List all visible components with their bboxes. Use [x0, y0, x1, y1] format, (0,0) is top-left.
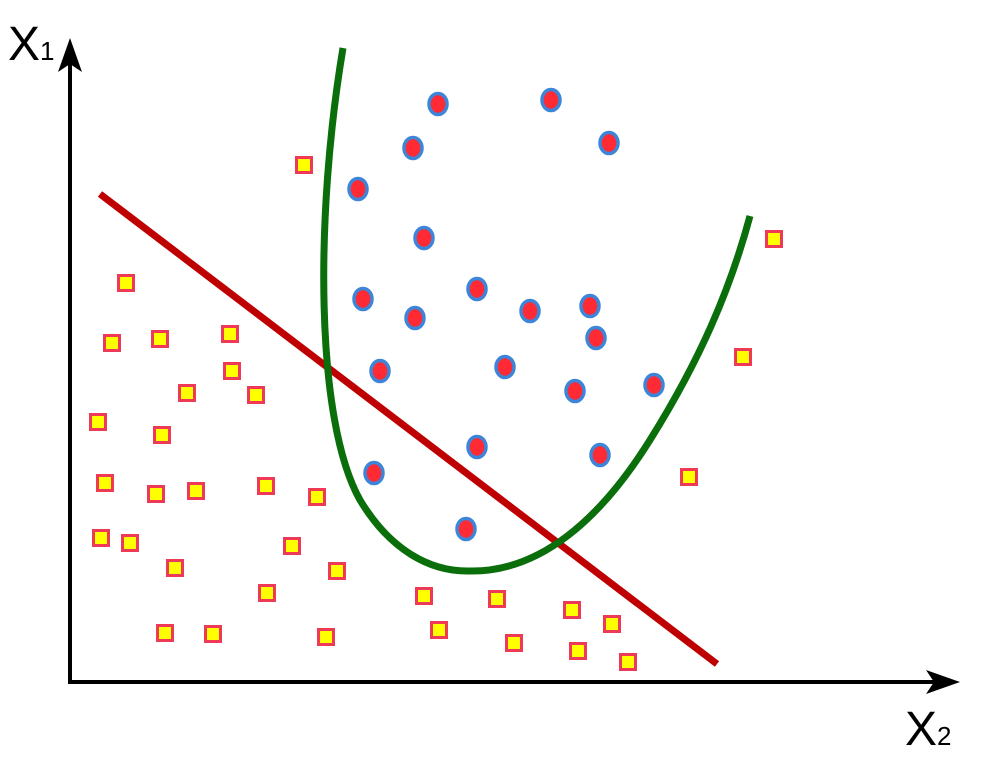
- square-marker-icon: [92, 529, 110, 547]
- square-marker-icon: [765, 230, 783, 248]
- circle-marker-icon: [352, 286, 374, 312]
- circle-marker-icon: [427, 91, 449, 117]
- y-axis-label: X1: [8, 18, 54, 71]
- square-marker-icon: [734, 348, 752, 366]
- circle-marker-icon: [579, 293, 601, 319]
- circle-marker-icon: [598, 130, 620, 156]
- axes: [58, 38, 960, 694]
- square-marker-icon: [258, 584, 276, 602]
- circle-marker-icon: [455, 516, 477, 542]
- square-marker-icon: [563, 601, 581, 619]
- circle-marker-icon: [540, 87, 562, 113]
- square-marker-icon: [103, 334, 121, 352]
- circle-marker-icon: [466, 276, 488, 302]
- square-marker-icon: [488, 590, 506, 608]
- square-marker-icon: [257, 477, 275, 495]
- circle-marker-icon: [589, 442, 611, 468]
- square-marker-icon: [178, 384, 196, 402]
- nonlinear-decision-boundary: [320, 47, 754, 575]
- square-marker-icon: [151, 330, 169, 348]
- circle-marker-icon: [564, 378, 586, 404]
- x-axis-label: X2: [905, 703, 951, 756]
- square-marker-icon: [187, 482, 205, 500]
- circle-marker-icon: [363, 460, 385, 486]
- square-marker-icon: [89, 413, 107, 431]
- square-marker-icon: [415, 587, 433, 605]
- circle-marker-icon: [402, 135, 424, 161]
- square-marker-icon: [147, 485, 165, 503]
- square-marker-icon: [153, 426, 171, 444]
- circle-marker-icon: [519, 298, 541, 324]
- square-marker-icon: [505, 634, 523, 652]
- square-marker-icon: [221, 325, 239, 343]
- square-marker-icon: [569, 642, 587, 660]
- square-marker-icon: [619, 653, 637, 671]
- circle-marker-icon: [347, 176, 369, 202]
- square-marker-icon: [156, 624, 174, 642]
- circle-marker-icon: [466, 434, 488, 460]
- circle-marker-icon: [643, 372, 665, 398]
- square-marker-icon: [117, 274, 135, 292]
- square-class-points: [89, 156, 783, 671]
- circle-marker-icon: [404, 305, 426, 331]
- square-marker-icon: [223, 362, 241, 380]
- linear-decision-boundary: [97, 191, 720, 667]
- circle-class-points: [347, 87, 665, 542]
- square-marker-icon: [247, 386, 265, 404]
- circle-marker-icon: [494, 354, 516, 380]
- square-marker-icon: [166, 559, 184, 577]
- y-axis-arrowhead: [58, 38, 82, 72]
- square-marker-icon: [96, 474, 114, 492]
- square-marker-icon: [680, 468, 698, 486]
- square-marker-icon: [204, 625, 222, 643]
- circle-marker-icon: [413, 225, 435, 251]
- x-axis-arrowhead: [926, 670, 960, 694]
- square-marker-icon: [603, 615, 621, 633]
- square-marker-icon: [328, 562, 346, 580]
- square-marker-icon: [308, 488, 326, 506]
- square-marker-icon: [317, 628, 335, 646]
- square-marker-icon: [430, 621, 448, 639]
- circle-marker-icon: [585, 325, 607, 351]
- square-marker-icon: [283, 537, 301, 555]
- square-marker-icon: [121, 534, 139, 552]
- circle-marker-icon: [369, 358, 391, 384]
- square-marker-icon: [295, 156, 313, 174]
